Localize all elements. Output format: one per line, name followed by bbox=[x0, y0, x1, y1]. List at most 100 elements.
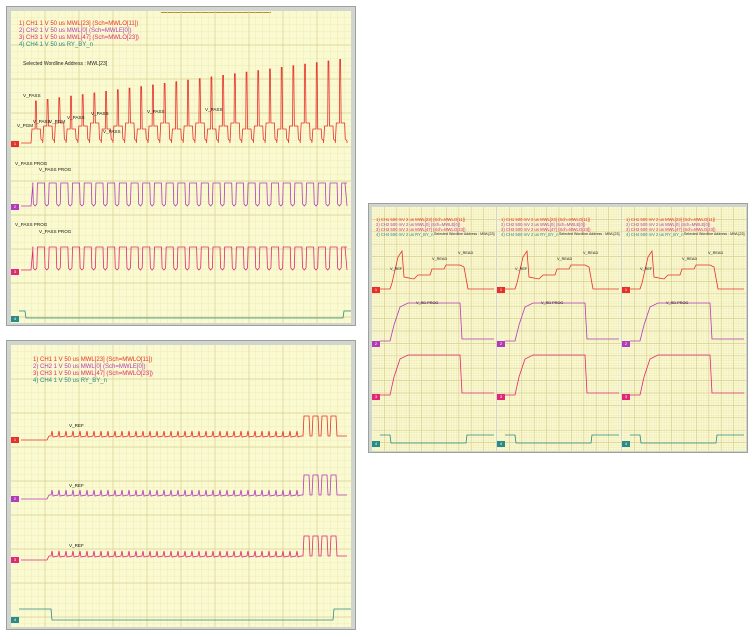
ch2-trace bbox=[505, 302, 619, 342]
ch4-trace bbox=[19, 608, 351, 621]
channel-1-marker: 1 bbox=[497, 287, 505, 293]
annotation: V_PASS bbox=[67, 115, 85, 120]
channel-4-marker: 4 bbox=[497, 441, 505, 447]
channel-4-label: 4) CH4 1 V 50 us RY_BY_n bbox=[19, 42, 93, 48]
scope-grid-read bbox=[622, 207, 746, 451]
channel-3-label: 3) CH3 500 mV 2 us MWL[47] (Sch=MWLO[23]… bbox=[626, 227, 716, 232]
annotation: V_REF bbox=[515, 267, 528, 271]
channel-2-label: 2) CH2 500 mV 2 us MWL[0] (Sch=MWLE[0]) bbox=[501, 222, 586, 227]
annotation: V_RD PROG bbox=[666, 301, 689, 305]
annotation: V_PGM bbox=[17, 123, 34, 128]
channel-4-marker: 4 bbox=[11, 617, 19, 623]
channel-4-marker: 4 bbox=[11, 316, 19, 322]
annotation: V_PASS bbox=[103, 129, 121, 134]
channel-1-marker: 1 bbox=[622, 287, 630, 293]
annotation: V_REF bbox=[69, 543, 84, 548]
channel-1-label: 1) CH1 1 V 50 us MWL[23] (Sch=MWLO[11]) bbox=[19, 21, 139, 27]
scope-grid-program bbox=[11, 11, 351, 323]
annotation: V_REF bbox=[640, 267, 653, 271]
scope-panel-read-group: 1) CH1 500 mV 2 us MWL[23] (Sch=MWLO[11]… bbox=[368, 203, 748, 453]
channel-3-marker: 3 bbox=[11, 269, 19, 275]
channel-1-label: 1) CH1 1 V 50 us MWL[23] (Sch=MWLO[11]) bbox=[33, 357, 153, 363]
ch1-trace bbox=[505, 249, 619, 290]
channel-4-marker: 4 bbox=[622, 441, 630, 447]
channel-4-label: 4) CH4 500 mV 2 us RY_BY_n bbox=[376, 232, 434, 237]
annotation: V_REF bbox=[69, 483, 84, 488]
annotation: V_READ bbox=[458, 251, 474, 255]
channel-3-marker: 3 bbox=[497, 394, 505, 400]
ch1-trace bbox=[380, 249, 494, 290]
ch1-trace bbox=[21, 415, 347, 441]
ch1-trace bbox=[630, 249, 744, 290]
channel-4-label: 4) CH4 500 mV 2 us RY_BY_n bbox=[626, 232, 684, 237]
channel-4-label: 4) CH4 1 V 50 us RY_BY_n bbox=[33, 378, 107, 384]
scope-screen: 1) CH1 1 V 50 us MWL[23] (Sch=MWLO[11]) … bbox=[11, 11, 351, 323]
channel-3-label: 3) CH3 500 mV 2 us MWL[47] (Sch=MWLO[23]… bbox=[501, 227, 591, 232]
annotation: V_PASS PROG bbox=[39, 229, 72, 234]
ch3-trace bbox=[380, 354, 494, 396]
annotation: V_PGM bbox=[49, 119, 66, 124]
scope-panel-program: 1) CH1 1 V 50 us MWL[23] (Sch=MWLO[11]) … bbox=[6, 6, 356, 326]
ch2-trace bbox=[630, 302, 744, 342]
selected-wordline-address: Selected Wordline Address : MWL[23] bbox=[684, 232, 745, 236]
scope-screen: 1) CH1 500 mV 2 us MWL[23] (Sch=MWLO[11]… bbox=[372, 207, 496, 451]
channel-1-marker: 1 bbox=[372, 287, 380, 293]
channel-2-label: 2) CH2 1 V 50 us MWL[0] (Sch=MWLE[0]) bbox=[19, 28, 132, 34]
channel-1-label: 1) CH1 500 mV 2 us MWL[23] (Sch=MWLO[11]… bbox=[626, 217, 716, 222]
channel-2-label: 2) CH2 500 mV 2 us MWL[0] (Sch=MWLE[0]) bbox=[376, 222, 461, 227]
channel-3-label: 3) CH3 1 V 50 us MWL[47] (Sch=MWLO[23]) bbox=[33, 371, 153, 377]
annotation: V_PASS bbox=[91, 111, 109, 116]
channel-2-marker: 2 bbox=[497, 341, 505, 347]
ch2-trace bbox=[380, 302, 494, 342]
ch3-trace bbox=[505, 354, 619, 396]
ch4-trace bbox=[505, 434, 619, 444]
scope-grid-read bbox=[497, 207, 621, 451]
scope-screen: 1) CH1 500 mV 2 us MWL[23] (Sch=MWLO[11]… bbox=[497, 207, 621, 451]
ch4-trace bbox=[19, 310, 351, 319]
annotation: V_PASS PROG bbox=[15, 161, 48, 166]
ch3-trace bbox=[630, 354, 744, 396]
channel-2-marker: 2 bbox=[622, 341, 630, 347]
channel-1-marker: 1 bbox=[11, 437, 19, 443]
ch1-trace bbox=[21, 59, 348, 144]
channel-2-marker: 2 bbox=[372, 341, 380, 347]
channel-2-label: 2) CH2 500 mV 2 us MWL[0] (Sch=MWLE[0]) bbox=[626, 222, 711, 227]
ch4-trace bbox=[630, 434, 744, 444]
channel-2-marker: 2 bbox=[11, 496, 19, 502]
channel-1-label: 1) CH1 500 mV 2 us MWL[23] (Sch=MWLO[11]… bbox=[376, 217, 466, 222]
ch2-trace bbox=[21, 182, 348, 207]
channel-3-marker: 3 bbox=[622, 394, 630, 400]
annotation: V_READ bbox=[557, 257, 573, 261]
channel-2-marker: 2 bbox=[11, 204, 19, 210]
annotation: V_READ bbox=[432, 257, 448, 261]
channel-3-marker: 3 bbox=[11, 557, 19, 563]
channel-3-label: 3) CH3 500 mV 2 us MWL[47] (Sch=MWLO[23]… bbox=[376, 227, 466, 232]
scope-grid-reference bbox=[11, 345, 351, 627]
scope-grid-read bbox=[372, 207, 496, 451]
annotation: V_PASS PROG bbox=[15, 222, 48, 227]
annotation: V_PASS PROG bbox=[39, 167, 72, 172]
annotation: V_REF bbox=[69, 423, 84, 428]
scope-screen: 1) CH1 500 mV 2 us MWL[23] (Sch=MWLO[11]… bbox=[622, 207, 746, 451]
channel-3-label: 3) CH3 1 V 50 us MWL[47] (Sch=MWLO[23]) bbox=[19, 35, 139, 41]
annotation: V_PASS bbox=[23, 93, 41, 98]
annotation: V_RD PROG bbox=[541, 301, 564, 305]
channel-1-marker: 1 bbox=[11, 141, 19, 147]
selected-wordline-address: Selected Wordline Address : MWL[23] bbox=[559, 232, 620, 236]
channel-4-marker: 4 bbox=[372, 441, 380, 447]
scope-screen: 1) CH1 1 V 50 us MWL[23] (Sch=MWLO[11]) … bbox=[11, 345, 351, 627]
scope-panel-reference: 1) CH1 1 V 50 us MWL[23] (Sch=MWLO[11]) … bbox=[6, 340, 356, 630]
annotation: V_PASS bbox=[147, 109, 165, 114]
selected-wordline-address: Selected Wordline Address : MWL[23] bbox=[434, 232, 495, 236]
annotation: V_READ bbox=[708, 251, 724, 255]
ch3-trace bbox=[21, 535, 347, 561]
ch2-trace bbox=[21, 474, 347, 500]
ch3-trace bbox=[21, 246, 348, 271]
annotation: V_PASS bbox=[33, 119, 51, 124]
annotation: V_PASS bbox=[205, 107, 223, 112]
annotation: V_REF bbox=[390, 267, 403, 271]
channel-4-label: 4) CH4 500 mV 2 us RY_BY_n bbox=[501, 232, 559, 237]
selected-wordline-address: Selected Wordline Address : MWL[23] bbox=[23, 61, 108, 67]
channel-2-label: 2) CH2 1 V 50 us MWL[0] (Sch=MWLE[0]) bbox=[33, 364, 146, 370]
channel-1-label: 1) CH1 500 mV 2 us MWL[23] (Sch=MWLO[11]… bbox=[501, 217, 591, 222]
